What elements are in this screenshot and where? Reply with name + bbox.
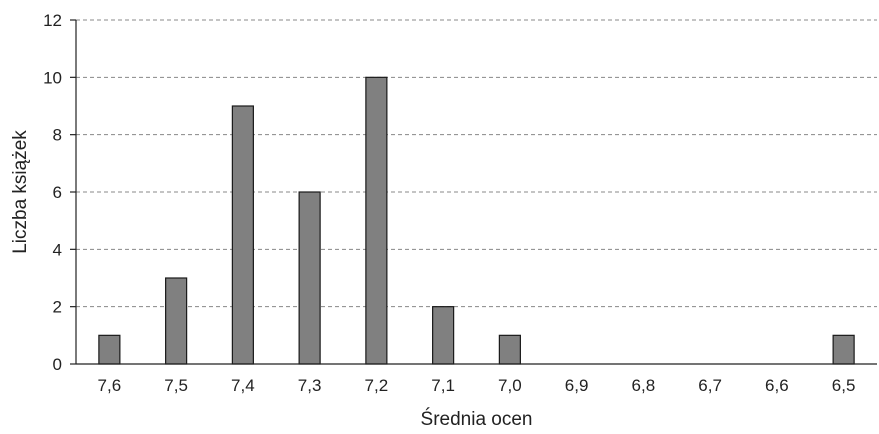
y-axis-title: Liczba książek [10, 130, 31, 254]
bar [432, 306, 455, 365]
gridlines [76, 19, 877, 308]
y-tick-label: 2 [53, 298, 62, 317]
x-tick-labels: 7,6 7,5 7,4 7,3 7,2 7,1 7,0 6,9 6,8 6,7 6,6 6,5 [98, 376, 856, 395]
bar [498, 334, 521, 365]
bar [298, 191, 321, 365]
x-tick-label: 7,1 [431, 376, 455, 395]
x-tick-label: 6,5 [832, 376, 856, 395]
bar [98, 334, 121, 365]
bars [98, 76, 855, 365]
x-tick-label: 7,3 [298, 376, 322, 395]
bar [231, 105, 254, 365]
y-tick-label: 6 [53, 183, 62, 202]
x-tick-label: 7,2 [365, 376, 389, 395]
y-tick-label: 0 [53, 355, 62, 374]
y-tick-label: 8 [53, 126, 62, 145]
x-axis-title: Średnia ocen [421, 408, 533, 430]
bar [365, 76, 388, 365]
x-tick-label: 7,5 [164, 376, 188, 395]
x-tick-label: 6,9 [565, 376, 589, 395]
y-tick-label: 12 [43, 11, 62, 30]
x-tick-label: 6,6 [765, 376, 789, 395]
y-tick-label: 10 [43, 68, 62, 87]
x-tick-label: 7,0 [498, 376, 522, 395]
x-tick-label: 6,8 [632, 376, 656, 395]
x-tick-label: 7,6 [98, 376, 122, 395]
bar [165, 277, 188, 365]
bar [832, 334, 855, 365]
x-tick-label: 6,7 [698, 376, 722, 395]
y-tick-labels: 0 2 4 6 8 10 12 [43, 11, 76, 374]
y-tick-label: 4 [53, 240, 62, 259]
x-tick-label: 7,4 [231, 376, 255, 395]
